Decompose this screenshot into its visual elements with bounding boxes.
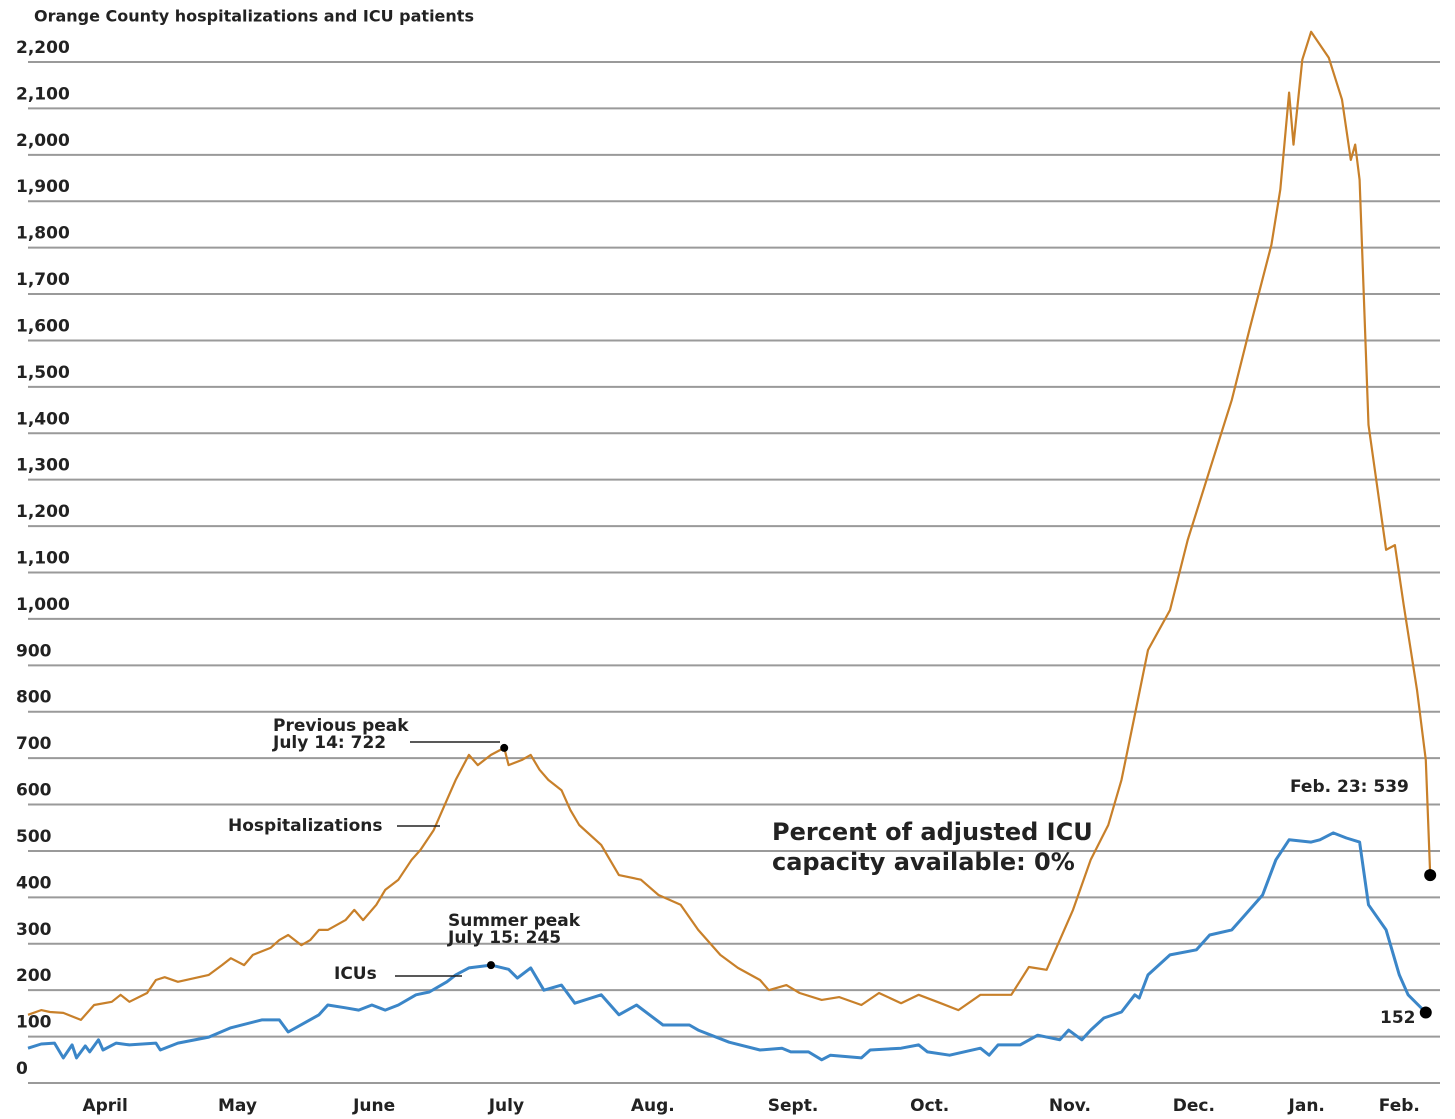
annotation: ICUs — [334, 964, 377, 984]
y-tick-label: 1,400 — [16, 409, 70, 429]
y-tick-label: 1,800 — [16, 224, 70, 244]
x-tick-label: April — [82, 1096, 127, 1116]
y-tick-label: 800 — [16, 688, 52, 708]
y-tick-label: 1,100 — [16, 549, 70, 569]
marker-dot — [486, 961, 495, 970]
annotation: July 15: 245 — [447, 928, 561, 948]
x-tick-label: Jan. — [1288, 1096, 1325, 1116]
chart-title: Orange County hospitalizations and ICU p… — [34, 7, 474, 26]
x-tick-label: Feb. — [1379, 1096, 1420, 1116]
annotation: Feb. 23: 539 — [1290, 777, 1409, 797]
annotation: Hospitalizations — [228, 816, 383, 836]
y-tick-label: 1,700 — [16, 270, 70, 290]
x-tick-label: Nov. — [1049, 1096, 1091, 1116]
y-tick-label: 900 — [16, 641, 52, 661]
y-tick-label: 200 — [16, 966, 52, 986]
y-tick-label: 2,100 — [16, 84, 70, 104]
marker-dot — [1419, 1006, 1432, 1019]
y-tick-label: 300 — [16, 920, 52, 940]
x-tick-label: May — [218, 1096, 257, 1116]
y-tick-label: 500 — [16, 827, 52, 847]
x-tick-label: Sept. — [768, 1096, 819, 1116]
x-tick-label: Dec. — [1173, 1096, 1215, 1116]
annotation: July 14: 722 — [272, 733, 386, 753]
y-tick-label: 1,900 — [16, 177, 70, 197]
series-line — [27, 30, 1432, 1021]
y-tick-label: 700 — [16, 734, 52, 754]
y-tick-label: 1,000 — [16, 595, 70, 615]
y-tick-label: 2,200 — [16, 38, 70, 58]
x-tick-label: July — [488, 1096, 524, 1116]
y-tick-label: 600 — [16, 781, 52, 801]
y-tick-label: 1,200 — [16, 502, 70, 522]
annotation: Percent of adjusted ICU — [772, 818, 1093, 846]
y-tick-label: 2,000 — [16, 131, 70, 151]
annotation: 152 — [1380, 1008, 1416, 1028]
marker-dot — [500, 743, 509, 752]
y-tick-label: 1,600 — [16, 316, 70, 336]
y-tick-label: 100 — [16, 1013, 52, 1033]
annotation: Previous peak — [273, 716, 409, 736]
y-tick-label: 1,500 — [16, 363, 70, 383]
x-tick-label: Aug. — [631, 1096, 675, 1116]
annotation: Summer peak — [448, 911, 581, 931]
annotation: capacity available: 0% — [772, 848, 1075, 876]
x-tick-label: June — [352, 1096, 395, 1116]
marker-dot — [1424, 869, 1437, 882]
x-tick-label: Oct. — [910, 1096, 949, 1116]
y-tick-label: 0 — [16, 1059, 28, 1079]
y-tick-label: 1,300 — [16, 456, 70, 476]
series-line — [27, 831, 1427, 1062]
y-tick-label: 400 — [16, 873, 52, 893]
